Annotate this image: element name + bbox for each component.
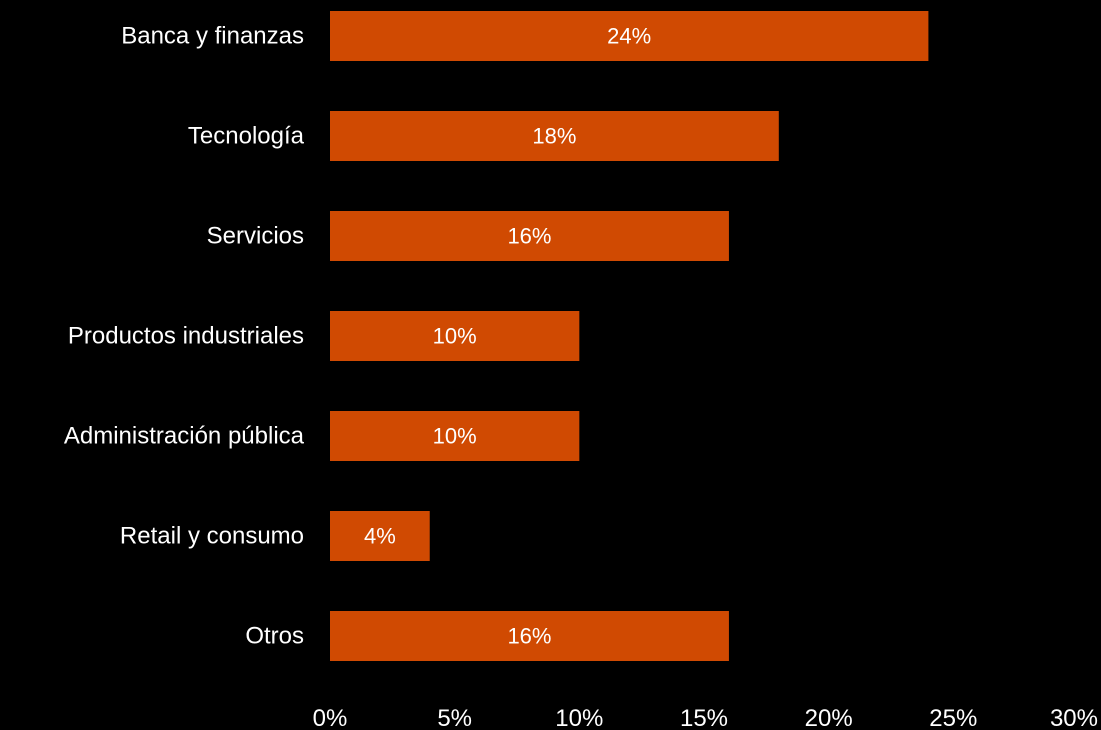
bar-6 bbox=[330, 511, 430, 561]
bar-value-label-3: 16% bbox=[507, 224, 551, 249]
category-label-4: Productos industriales bbox=[68, 323, 304, 350]
x-tick-label-3: 10% bbox=[555, 705, 603, 730]
x-tick-label-7: 30% bbox=[1050, 705, 1098, 730]
bar-7 bbox=[330, 611, 729, 661]
bar-value-label-5: 10% bbox=[433, 424, 477, 449]
x-tick-label-2: 5% bbox=[437, 705, 472, 730]
x-tick-label-4: 15% bbox=[680, 705, 728, 730]
bar-value-label-7: 16% bbox=[507, 624, 551, 649]
category-label-3: Servicios bbox=[207, 223, 304, 250]
category-label-2: Tecnología bbox=[188, 123, 305, 150]
bar-value-label-1: 24% bbox=[607, 24, 651, 49]
category-label-6: Retail y consumo bbox=[120, 523, 304, 550]
category-label-5: Administración pública bbox=[64, 423, 305, 450]
bar-4 bbox=[330, 311, 580, 361]
bar-value-label-2: 18% bbox=[532, 124, 576, 149]
x-axis-ticks: 0% 5% 10% 15% 20% 25% 30% bbox=[313, 705, 1098, 730]
category-label-7: Otros bbox=[245, 623, 304, 650]
bar-5 bbox=[330, 411, 580, 461]
bar-2 bbox=[330, 111, 779, 161]
bars-layer: 24% 18% 16% 10% 10% 4% 16% bbox=[330, 11, 929, 661]
bar-value-label-4: 10% bbox=[433, 324, 477, 349]
bar-3 bbox=[330, 211, 729, 261]
x-tick-label-6: 25% bbox=[929, 705, 977, 730]
category-label-1: Banca y finanzas bbox=[121, 23, 304, 50]
x-tick-label-1: 0% bbox=[313, 705, 348, 730]
category-labels: Banca y finanzas Tecnología Servicios Produ… bbox=[64, 23, 305, 650]
bar-value-label-6: 4% bbox=[364, 524, 396, 549]
bar-1 bbox=[330, 11, 929, 61]
x-tick-label-5: 20% bbox=[805, 705, 853, 730]
